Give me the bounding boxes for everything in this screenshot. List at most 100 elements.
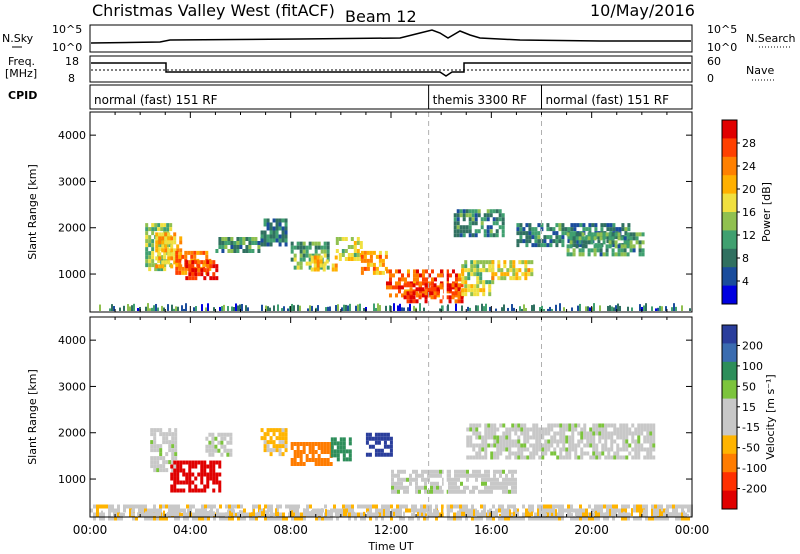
data-cell (176, 244, 180, 249)
ground-cell (329, 510, 331, 516)
ground-cell (417, 511, 419, 516)
data-cell (219, 512, 222, 517)
data-cell (493, 455, 497, 460)
data-cell (145, 223, 149, 228)
ground-cell (213, 511, 215, 516)
data-cell (255, 516, 258, 521)
data-cell (153, 448, 157, 453)
data-cell (666, 512, 669, 517)
colorbar-tick-label: 15 (742, 401, 756, 414)
data-cell (203, 472, 207, 477)
ground-cell (461, 305, 463, 311)
ground-cell (571, 307, 573, 311)
data-cell (642, 504, 645, 509)
data-cell (369, 254, 373, 259)
data-cell (491, 264, 495, 269)
data-cell (269, 452, 273, 457)
data-cell (348, 516, 351, 521)
data-cell (316, 259, 320, 264)
data-cell (356, 257, 360, 261)
ground-cell (401, 307, 403, 311)
data-cell (567, 235, 571, 240)
data-cell (93, 504, 96, 509)
ground-cell (543, 308, 545, 311)
data-cell (415, 293, 419, 298)
ground-cell (273, 512, 275, 516)
ground-cell (437, 510, 439, 516)
data-cell (574, 423, 578, 428)
ground-cell (207, 510, 209, 516)
data-cell (453, 516, 456, 521)
data-cell (502, 435, 506, 440)
data-cell (491, 280, 495, 285)
data-cell (537, 243, 541, 248)
data-cell (436, 293, 440, 298)
ground-cell (293, 512, 295, 516)
data-cell (151, 259, 155, 264)
data-cell (202, 250, 206, 255)
data-cell (678, 516, 681, 521)
data-cell (678, 504, 681, 509)
data-cell (90, 508, 93, 513)
data-cell (564, 508, 567, 513)
data-cell (511, 443, 515, 448)
data-cell (589, 439, 593, 444)
ground-cell (587, 306, 589, 311)
data-cell (326, 245, 330, 250)
data-cell (166, 227, 170, 232)
data-cell (266, 448, 270, 453)
data-cell (320, 462, 324, 466)
data-cell (475, 473, 478, 478)
colorbar-swatch (722, 193, 737, 213)
data-cell (489, 229, 493, 234)
data-cell (383, 440, 387, 445)
data-cell (453, 233, 457, 238)
data-cell (652, 423, 656, 428)
ground-cell (261, 304, 263, 311)
data-cell (473, 288, 477, 293)
ground-cell (325, 307, 327, 311)
data-cell (174, 444, 178, 449)
data-gap (443, 317, 447, 517)
data-cell (326, 462, 330, 466)
data-cell (625, 435, 629, 440)
data-cell (388, 273, 392, 278)
data-cell (454, 287, 458, 292)
data-cell (490, 489, 493, 494)
data-cell (160, 227, 164, 232)
data-cell (569, 236, 573, 241)
data-cell (197, 272, 201, 277)
data-cell (145, 247, 149, 252)
data-cell (598, 439, 602, 444)
data-cell (473, 260, 477, 265)
ground-cell (475, 510, 477, 516)
data-cell (160, 267, 164, 272)
data-cell (175, 258, 179, 263)
data-cell (632, 232, 636, 237)
data-cell (501, 217, 505, 222)
ground-cell (393, 511, 395, 516)
data-cell (464, 276, 468, 281)
data-cell (632, 244, 636, 249)
y-tick-label: 2000 (58, 427, 86, 440)
ground-cell (651, 508, 653, 516)
data-cell (520, 447, 524, 452)
ground-cell (335, 508, 337, 516)
data-cell (391, 469, 394, 474)
ground-cell (139, 306, 141, 311)
data-cell (436, 481, 439, 486)
data-cell (561, 227, 565, 232)
data-cell (538, 455, 542, 460)
data-cell (299, 261, 303, 266)
data-cell (439, 269, 443, 274)
data-cell (459, 229, 463, 234)
data-cell (561, 508, 564, 513)
ground-cell (167, 511, 169, 516)
data-cell (179, 248, 183, 253)
data-cell (208, 440, 212, 445)
data-cell (108, 504, 111, 509)
data-cell (123, 504, 126, 509)
data-cell (525, 512, 528, 517)
data-cell (493, 481, 496, 486)
data-cell (522, 504, 525, 509)
